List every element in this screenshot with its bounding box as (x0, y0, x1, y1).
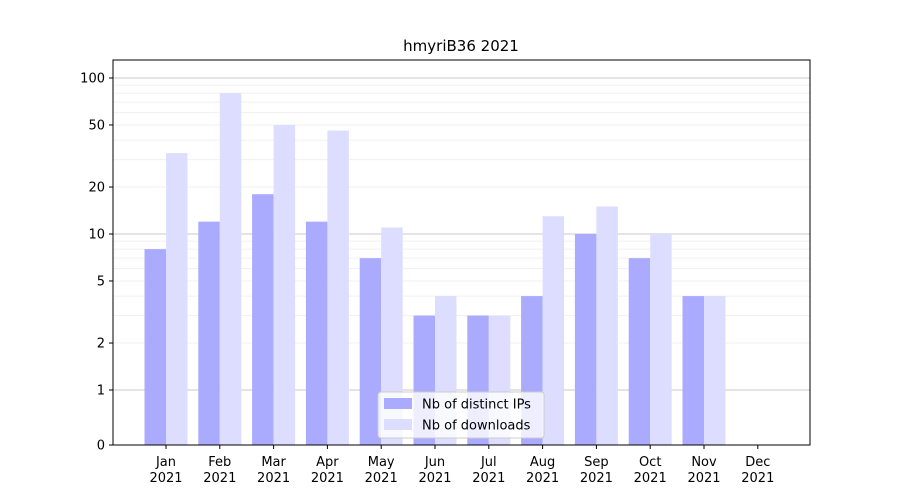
bar-distinct-ips (359, 258, 382, 445)
x-tick-label-year: 2021 (365, 471, 398, 486)
y-tick-label: 20 (88, 181, 105, 196)
legend-label: Nb of downloads (422, 419, 531, 434)
bar-downloads (650, 234, 672, 445)
x-tick-label-year: 2021 (741, 471, 774, 486)
y-tick-label: 1 (97, 384, 105, 399)
bar-downloads (327, 130, 349, 445)
x-tick-label-month: Jan (155, 455, 176, 470)
chart-title: hmyriB36 2021 (403, 37, 519, 55)
x-tick-label-year: 2021 (311, 471, 344, 486)
y-tick-label: 0 (97, 439, 105, 454)
bar-downloads (273, 124, 296, 445)
y-tick-label: 100 (80, 72, 105, 87)
legend-swatch (384, 419, 412, 430)
x-tick-label-year: 2021 (687, 471, 720, 486)
bar-downloads (166, 153, 188, 446)
x-tick-label-month: Nov (691, 455, 717, 470)
bar-downloads (704, 296, 726, 445)
x-tick-label-month: Aug (530, 455, 555, 470)
bar-downloads (219, 93, 242, 445)
y-tick-label: 5 (97, 274, 105, 289)
bar-distinct-ips (305, 221, 328, 445)
y-axis: 0 1 2 5 10 20 50 100 (80, 72, 113, 454)
legend-swatch (384, 398, 412, 409)
x-tick-label-year: 2021 (526, 471, 559, 486)
legend-box (377, 391, 545, 439)
bar-distinct-ips (252, 194, 274, 445)
y-tick-label: 2 (97, 337, 105, 352)
x-tick-label-year: 2021 (257, 471, 290, 486)
legend-label: Nb of distinct IPs (422, 398, 531, 413)
legend: Nb of distinct IPs Nb of downloads (377, 391, 545, 439)
bar-downloads (381, 227, 403, 445)
x-tick-label-month: Apr (316, 455, 339, 470)
y-tick-label: 10 (88, 228, 105, 243)
x-tick-label-year: 2021 (634, 471, 667, 486)
x-axis: Jan2021Feb2021Mar2021Apr2021May2021Jun20… (149, 445, 774, 486)
bar-distinct-ips (144, 249, 166, 445)
bar-distinct-ips (682, 296, 704, 445)
bar-downloads (596, 206, 618, 445)
x-tick-label-month: Dec (745, 455, 770, 470)
bar-distinct-ips (574, 234, 597, 445)
bar-distinct-ips (628, 258, 651, 445)
x-tick-label-year: 2021 (580, 471, 613, 486)
x-tick-label-year: 2021 (472, 471, 505, 486)
x-tick-label-month: May (368, 455, 395, 470)
bar-downloads (542, 216, 565, 445)
x-tick-label-month: Mar (261, 455, 286, 470)
x-tick-label-month: Jul (480, 455, 497, 470)
plot-area-frame (112, 59, 811, 446)
x-tick-label-year: 2021 (149, 471, 182, 486)
x-tick-label-month: Sep (584, 455, 609, 470)
x-tick-label-month: Jun (424, 455, 445, 470)
x-tick-label-month: Feb (208, 455, 231, 470)
x-tick-label-month: Oct (639, 455, 661, 470)
y-tick-label: 50 (88, 118, 105, 133)
x-tick-label-year: 2021 (203, 471, 236, 486)
x-tick-label-year: 2021 (418, 471, 451, 486)
bar-distinct-ips (198, 221, 220, 445)
